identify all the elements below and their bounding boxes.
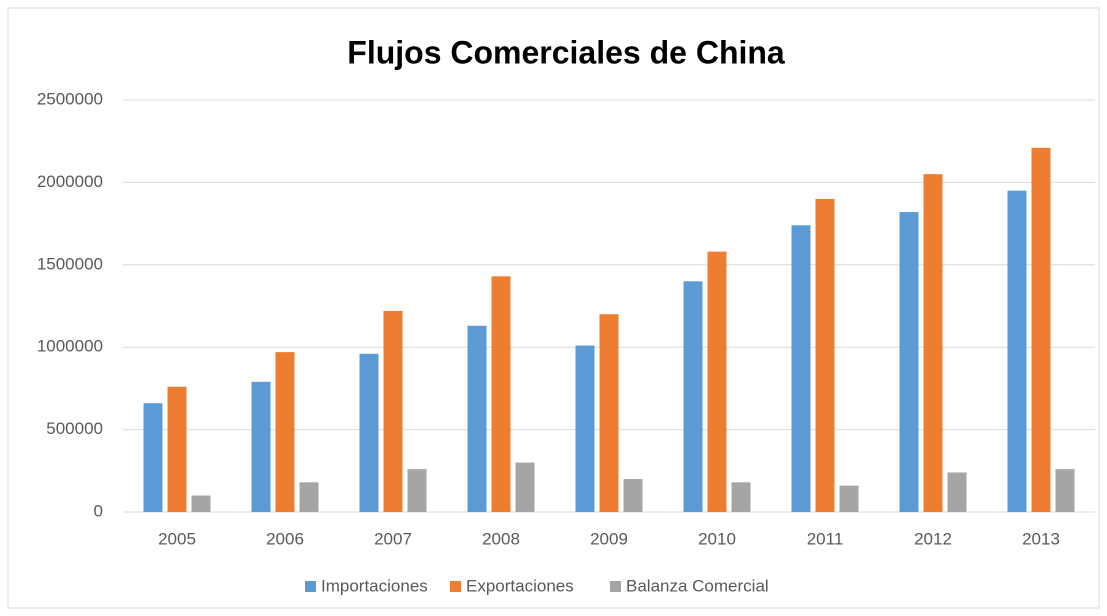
bar — [575, 345, 595, 512]
x-tick-label: 2013 — [1022, 529, 1060, 548]
x-tick-label: 2010 — [698, 529, 736, 548]
bar — [275, 352, 295, 512]
bar — [731, 482, 751, 512]
bar — [707, 251, 727, 512]
bar — [1055, 469, 1075, 512]
y-tick-label: 1500000 — [37, 254, 103, 273]
bar — [839, 485, 859, 512]
x-tick-label: 2012 — [914, 529, 952, 548]
bar — [815, 198, 835, 512]
bar — [1031, 147, 1051, 513]
y-tick-label: 2000000 — [37, 172, 103, 191]
y-tick-label: 2500000 — [37, 89, 103, 108]
bar — [623, 479, 643, 512]
bar — [491, 276, 511, 512]
legend-swatch — [305, 581, 316, 592]
bar — [251, 381, 271, 512]
bar — [599, 314, 619, 512]
legend-swatch — [610, 581, 621, 592]
bar — [383, 310, 403, 512]
y-tick-label: 0 — [94, 501, 103, 520]
y-tick-label: 500000 — [46, 419, 103, 438]
bar — [923, 174, 943, 512]
y-tick-label: 1000000 — [37, 337, 103, 356]
bar — [359, 353, 379, 512]
bar — [899, 212, 919, 512]
x-tick-label: 2007 — [374, 529, 412, 548]
legend-label: Exportaciones — [466, 576, 574, 595]
bar — [1007, 190, 1027, 512]
bar — [167, 386, 187, 512]
bar — [191, 495, 211, 512]
bar — [467, 325, 487, 512]
x-tick-label: 2008 — [482, 529, 520, 548]
legend-swatch — [450, 581, 461, 592]
legend-label: Balanza Comercial — [626, 576, 769, 595]
bar — [791, 225, 811, 513]
bar — [143, 403, 163, 512]
bar — [947, 472, 967, 512]
x-tick-label: 2005 — [158, 529, 196, 548]
bar — [515, 462, 535, 512]
bar — [299, 482, 319, 512]
x-tick-label: 2011 — [807, 529, 844, 548]
x-tick-label: 2009 — [590, 529, 628, 548]
legend-label: Importaciones — [321, 576, 428, 595]
chart-title: Flujos Comerciales de China — [347, 34, 785, 70]
bar — [407, 469, 427, 512]
x-tick-label: 2006 — [266, 529, 304, 548]
bar — [683, 281, 703, 512]
